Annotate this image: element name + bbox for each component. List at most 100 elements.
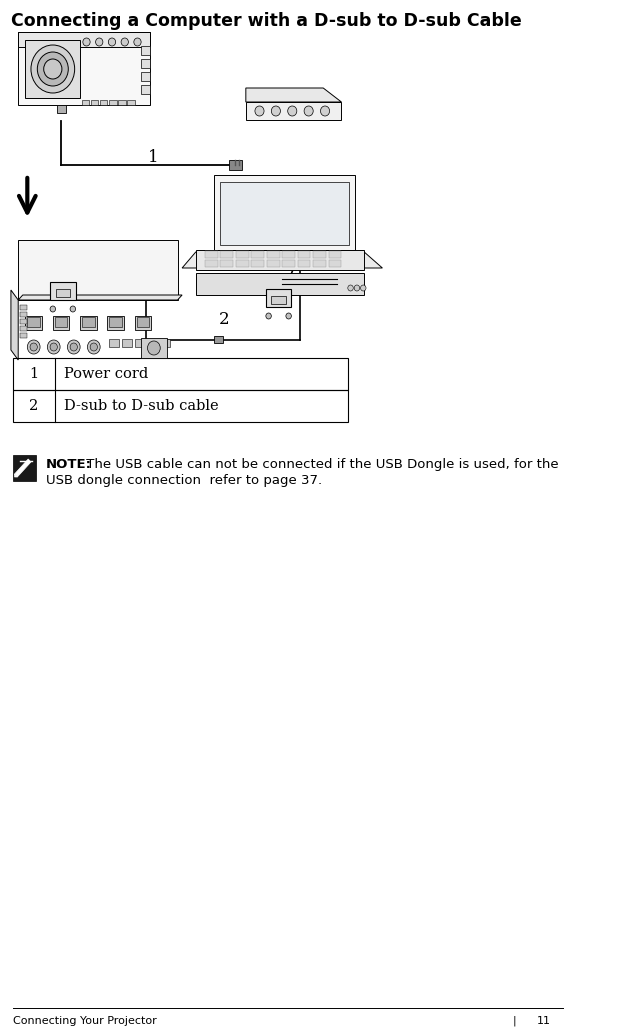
Bar	[56, 289, 70, 297]
Circle shape	[286, 313, 291, 319]
Bar	[20, 312, 27, 317]
Circle shape	[354, 285, 360, 291]
Bar	[283, 260, 295, 267]
Bar	[128, 100, 135, 105]
Bar	[313, 260, 326, 267]
Text: 11: 11	[537, 1016, 551, 1026]
Bar	[267, 260, 279, 267]
Bar	[13, 358, 348, 390]
Bar	[122, 339, 132, 347]
Bar	[20, 305, 27, 310]
Text: Connecting a Computer with a D-sub to D-sub Cable: Connecting a Computer with a D-sub to D-…	[11, 12, 521, 30]
Bar	[141, 59, 150, 68]
Bar	[329, 251, 341, 258]
Polygon shape	[214, 175, 355, 250]
Text: |: |	[513, 1016, 516, 1027]
Bar	[252, 260, 264, 267]
Bar	[205, 260, 217, 267]
Bar	[135, 315, 151, 330]
Circle shape	[147, 341, 161, 355]
Bar	[271, 296, 286, 304]
Bar	[161, 339, 170, 347]
Polygon shape	[18, 295, 182, 300]
Bar	[58, 105, 66, 113]
Circle shape	[271, 106, 281, 117]
Polygon shape	[15, 459, 31, 477]
Bar	[141, 46, 150, 55]
Bar	[107, 315, 124, 330]
Bar	[80, 315, 97, 330]
Bar	[13, 455, 37, 481]
Circle shape	[44, 59, 62, 79]
Bar	[147, 339, 157, 347]
Text: Connecting Your Projector: Connecting Your Projector	[13, 1016, 157, 1026]
Bar	[141, 72, 150, 81]
Polygon shape	[221, 182, 349, 245]
Circle shape	[288, 106, 297, 117]
Polygon shape	[246, 102, 341, 120]
Circle shape	[70, 306, 76, 312]
Polygon shape	[11, 290, 18, 360]
Circle shape	[108, 38, 116, 46]
Bar	[50, 282, 76, 300]
Bar	[109, 100, 116, 105]
Bar	[252, 251, 264, 258]
Circle shape	[360, 285, 366, 291]
Bar	[25, 40, 80, 98]
Bar	[298, 260, 310, 267]
Bar	[54, 317, 68, 327]
Polygon shape	[18, 32, 150, 47]
Bar	[82, 317, 95, 327]
Bar	[91, 100, 99, 105]
Bar	[82, 100, 89, 105]
Bar	[196, 273, 364, 295]
Bar	[109, 339, 119, 347]
Bar	[298, 251, 310, 258]
Circle shape	[121, 38, 128, 46]
Circle shape	[27, 340, 40, 354]
Circle shape	[31, 45, 75, 93]
Text: 1: 1	[29, 367, 39, 381]
Text: D-sub to D-sub cable: D-sub to D-sub cable	[64, 399, 219, 413]
Text: USB dongle connection  refer to page 37.: USB dongle connection refer to page 37.	[46, 474, 322, 487]
Bar	[266, 289, 291, 307]
Circle shape	[47, 340, 60, 354]
Circle shape	[50, 343, 58, 351]
Polygon shape	[15, 474, 17, 477]
Bar	[236, 260, 248, 267]
Text: 1: 1	[149, 149, 159, 166]
Bar	[141, 85, 150, 94]
Bar	[137, 317, 149, 327]
Bar	[214, 336, 223, 343]
Bar	[221, 251, 233, 258]
Bar	[18, 240, 178, 300]
Bar	[229, 160, 242, 170]
Circle shape	[83, 38, 90, 46]
Bar	[53, 315, 69, 330]
Circle shape	[348, 285, 353, 291]
Bar	[236, 251, 248, 258]
Bar	[221, 260, 233, 267]
Bar	[267, 251, 279, 258]
Bar	[109, 317, 122, 327]
Circle shape	[68, 340, 80, 354]
Polygon shape	[196, 250, 364, 270]
Text: 2: 2	[29, 399, 39, 413]
Bar	[205, 251, 217, 258]
Circle shape	[87, 340, 100, 354]
Polygon shape	[246, 88, 341, 102]
Text: Power cord: Power cord	[64, 367, 148, 381]
Circle shape	[266, 313, 271, 319]
Bar	[313, 251, 326, 258]
Circle shape	[95, 38, 103, 46]
Bar	[141, 338, 167, 358]
Bar	[329, 260, 341, 267]
Text: 2: 2	[219, 311, 229, 329]
Text: NOTE:: NOTE:	[46, 458, 92, 471]
Circle shape	[70, 343, 77, 351]
Circle shape	[255, 106, 264, 117]
Text: The USB cable can not be connected if the USB Dongle is used, for the: The USB cable can not be connected if th…	[82, 458, 559, 471]
Bar	[27, 317, 40, 327]
Circle shape	[37, 52, 68, 86]
Circle shape	[134, 38, 141, 46]
